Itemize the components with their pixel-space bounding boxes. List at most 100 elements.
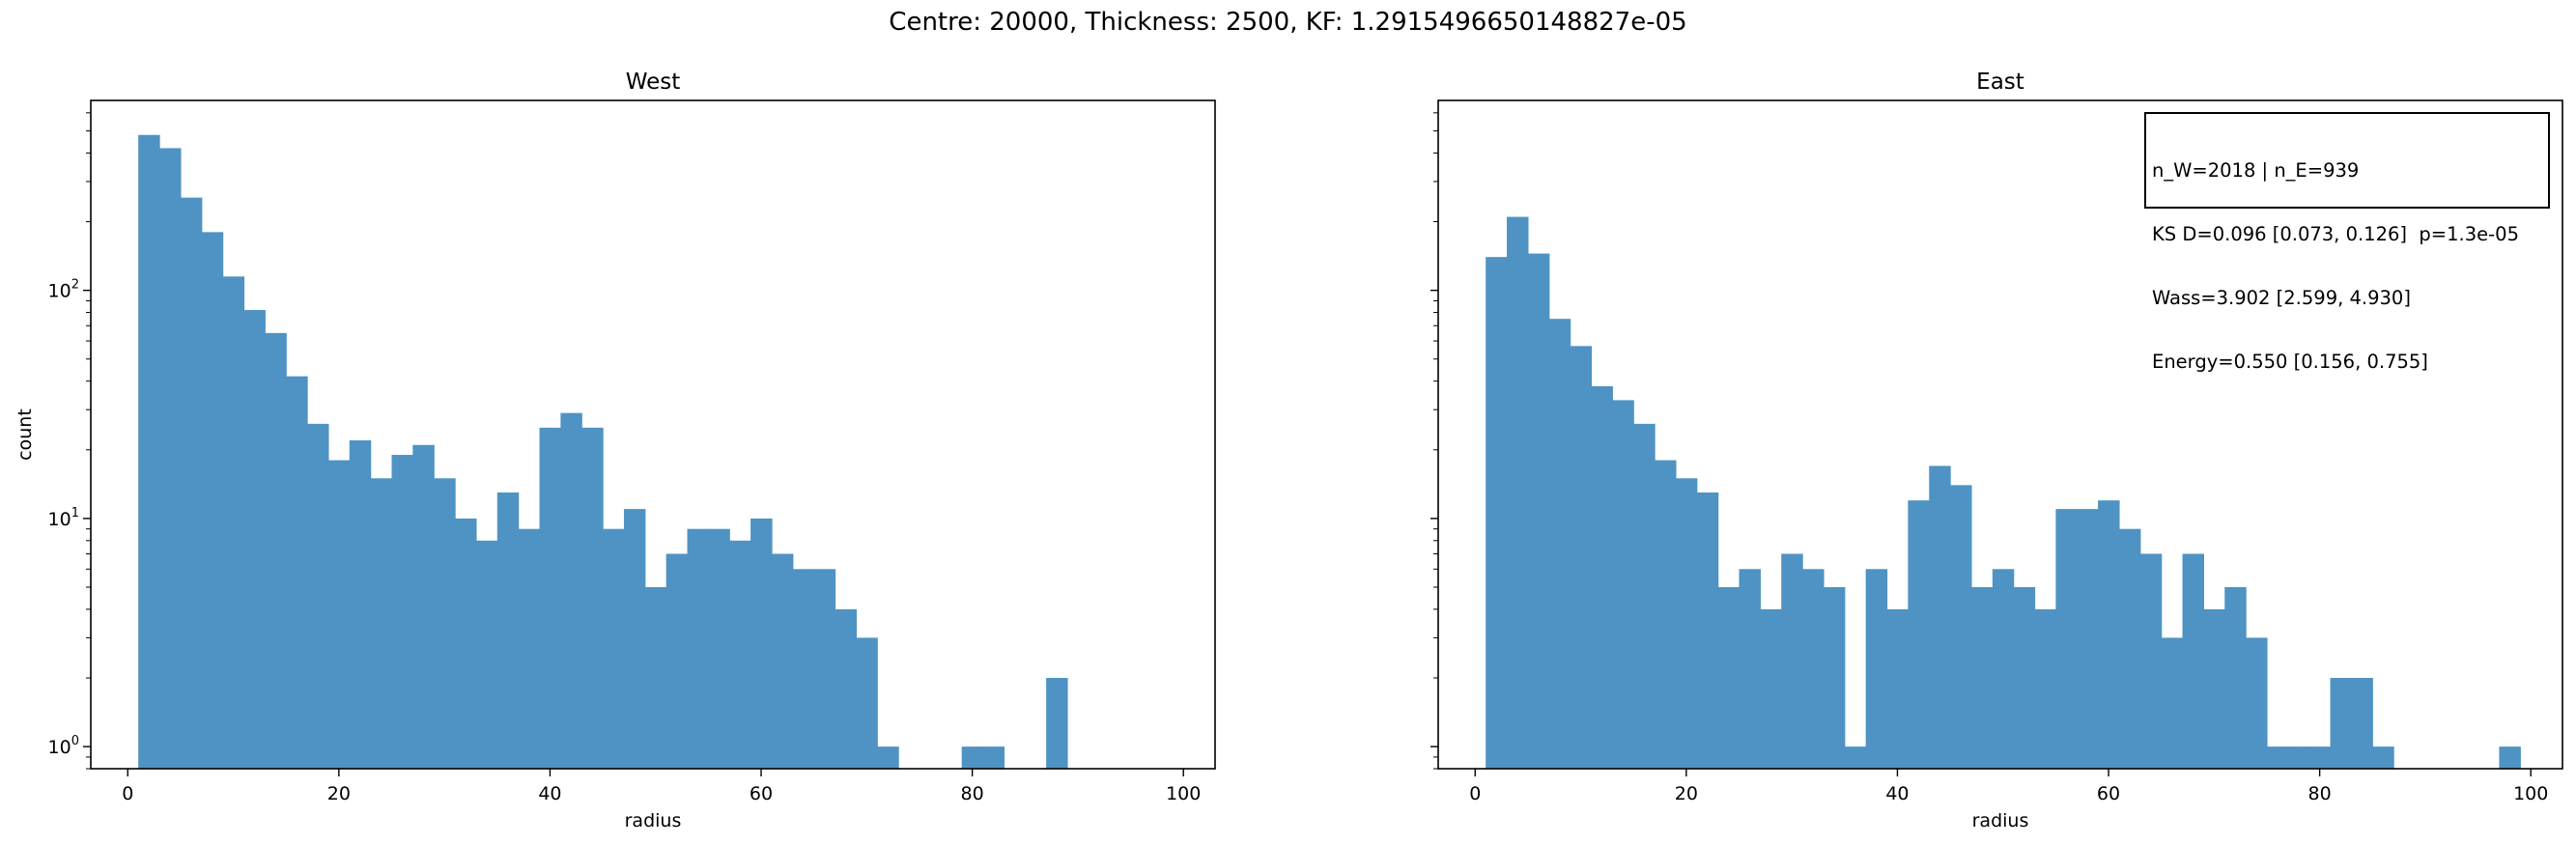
x-axis-label: radius [1972, 810, 2029, 831]
histogram-bar [1612, 400, 1634, 769]
histogram-bar [1844, 746, 1867, 769]
histogram-bar [2287, 746, 2310, 769]
histogram-bar [2077, 509, 2099, 769]
histogram-bar [750, 518, 773, 769]
stats-line-wass: Wass=3.902 [2.599, 4.930] [2152, 287, 2411, 309]
histogram-bar [349, 439, 372, 769]
x-tick-label: 100 [1166, 783, 1201, 804]
histogram-bar [856, 637, 878, 769]
histogram-bar [1633, 423, 1656, 769]
histogram-bar [560, 412, 582, 769]
panel-title: East [1976, 70, 2024, 95]
histogram-bar [771, 553, 794, 769]
histogram-bar [1802, 569, 1825, 769]
histogram-bar [603, 528, 625, 769]
histogram-bar [180, 197, 203, 770]
x-tick-label: 80 [2308, 783, 2332, 804]
histogram-bar [265, 332, 287, 769]
histogram-bar [2161, 637, 2184, 769]
x-tick-label: 0 [1469, 783, 1481, 804]
histogram-bar [327, 460, 351, 769]
histogram-bar [159, 148, 182, 770]
histogram-bar [2098, 500, 2120, 769]
histogram-bar [1675, 478, 1698, 769]
histogram-bar [1781, 553, 1803, 769]
histogram-bar [475, 540, 498, 769]
histogram-bar [307, 423, 329, 769]
histogram-bar [1507, 216, 1529, 769]
histogram-bar [2182, 553, 2204, 769]
histogram-bar [982, 746, 1005, 769]
axes-frame [90, 99, 1216, 770]
y-tick-label: 102 [48, 278, 79, 302]
stats-legend-box: n_W=2018 | n_E=939 KS D=0.096 [0.073, 0.… [2144, 112, 2550, 373]
histogram-bar [412, 444, 435, 769]
histogram-bar [455, 518, 477, 769]
chart-panel-west: 0 20 40 60 80 100 100 101 102 West radius count [14, 70, 1216, 831]
histogram-bar [2118, 528, 2141, 769]
histogram-bar [1908, 500, 1930, 769]
histogram-bar [961, 746, 984, 769]
x-axis-label: radius [625, 810, 682, 831]
histogram-bar [1823, 586, 1846, 769]
histogram-bar [687, 528, 709, 769]
figure-suptitle: Centre: 20000, Thickness: 2500, KF: 1.29… [889, 8, 1687, 37]
histogram-bar [1865, 569, 1888, 769]
histogram-bar [2246, 637, 2268, 769]
histogram-bar [2330, 677, 2353, 769]
x-tick-label: 100 [2513, 783, 2548, 804]
histogram-bar [1591, 385, 1613, 769]
histogram-bar [1760, 608, 1782, 769]
histogram-bar [729, 540, 751, 769]
histogram-bar [1046, 677, 1068, 769]
histogram-bar [2372, 746, 2394, 769]
stats-line-energy: Energy=0.550 [0.156, 0.755] [2152, 351, 2428, 373]
histogram-bar [539, 427, 561, 769]
histogram-bar [2139, 553, 2163, 769]
histogram-bar [2351, 677, 2373, 769]
histogram-bar [243, 310, 266, 769]
histogram-bar [1992, 569, 2015, 769]
histogram-bar [644, 586, 667, 769]
x-tick-label: 0 [122, 783, 133, 804]
histogram-bar [222, 276, 245, 769]
histogram-bar [1739, 569, 1761, 769]
histogram-bar [2203, 608, 2225, 769]
histogram-bar [1548, 319, 1571, 769]
histogram-bar [1570, 346, 1593, 769]
y-tick-label: 100 [48, 734, 79, 758]
histogram-bar [2013, 586, 2036, 769]
histogram-bar [518, 528, 541, 769]
histogram-bar [434, 478, 456, 769]
x-tick-label: 20 [1675, 783, 1698, 804]
histogram-bar [370, 478, 393, 769]
x-tick-label: 60 [750, 783, 773, 804]
x-tick-label: 80 [961, 783, 984, 804]
histogram-bar [792, 569, 815, 769]
chart-panel-east: 0 20 40 60 80 100 East radius [1430, 70, 2563, 831]
histogram-bar [2308, 746, 2332, 769]
histogram-bar [1950, 485, 1972, 769]
x-tick-label: 40 [538, 783, 561, 804]
histogram-bar [1929, 465, 1951, 769]
histogram-bar [1717, 586, 1741, 769]
histogram-bar [2499, 746, 2521, 769]
histogram-bar [581, 427, 604, 769]
y-tick-label: 101 [48, 506, 79, 530]
histogram-bar [1696, 492, 1719, 769]
stats-line-counts: n_W=2018 | n_E=939 [2152, 159, 2360, 182]
histogram-bar [708, 528, 730, 769]
histogram-bar [2055, 509, 2078, 769]
x-tick-label: 60 [2097, 783, 2120, 804]
histogram-bar [623, 509, 646, 769]
histogram-bar [835, 608, 857, 769]
histogram-bar [201, 232, 224, 769]
histogram-bar [286, 376, 308, 769]
histogram-bar [665, 553, 689, 769]
histogram-bar [1886, 608, 1909, 769]
stats-line-ks: KS D=0.096 [0.073, 0.126] p=1.3e-05 [2152, 223, 2519, 245]
histogram-bar [496, 492, 520, 769]
x-tick-label: 20 [327, 783, 351, 804]
